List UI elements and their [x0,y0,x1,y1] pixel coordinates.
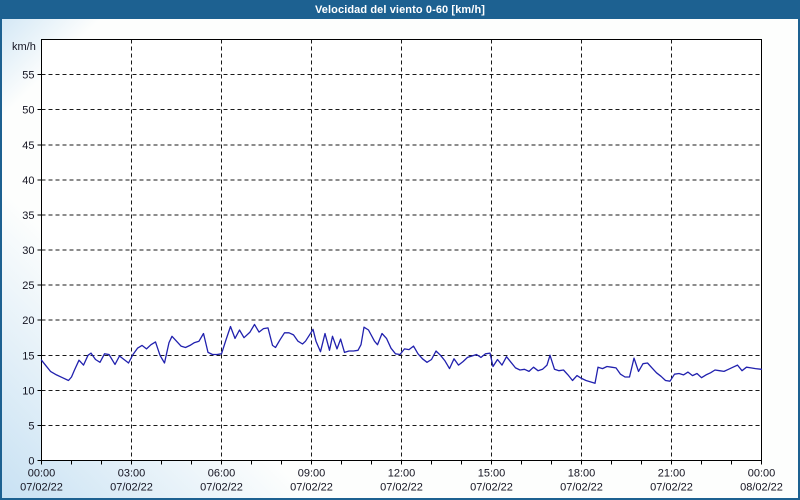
x-axis-date-label: 07/02/22 [200,482,243,494]
y-axis-tick-label: 35 [22,210,34,222]
y-axis-unit-label: km/h [12,41,36,53]
x-axis-time-label: 00:00 [28,468,56,480]
y-axis-tick-label: 40 [22,175,34,187]
chart-title: Velocidad del viento 0-60 [km/h] [314,4,486,16]
chart-title-bar: Velocidad del viento 0-60 [km/h] [2,2,798,19]
x-axis-time-label: 12:00 [388,468,416,480]
y-axis-tick-label: 55 [22,70,34,82]
x-axis-date-label: 07/02/22 [650,482,693,494]
x-axis-date-label: 07/02/22 [560,482,603,494]
x-axis-date-label: 08/02/22 [740,482,783,494]
x-axis-date-label: 07/02/22 [20,482,63,494]
x-axis-time-label: 15:00 [478,468,506,480]
x-axis-date-label: 07/02/22 [110,482,153,494]
x-axis-time-label: 18:00 [568,468,596,480]
x-axis-time-label: 00:00 [748,468,776,480]
x-axis-time-label: 03:00 [118,468,146,480]
y-axis-tick-label: 0 [28,456,34,468]
wind-speed-line [40,323,763,384]
y-axis-tick-label: 20 [22,315,34,327]
x-axis-date-label: 07/02/22 [470,482,513,494]
y-axis-tick-label: 45 [22,140,34,152]
x-axis-time-label: 21:00 [658,468,686,480]
x-axis-date-label: 07/02/22 [380,482,423,494]
x-axis-time-label: 06:00 [208,468,236,480]
y-axis-tick-label: 5 [28,420,34,432]
wind-speed-chart: 0 5 10 15 20 25 30 35 40 45 50 55 km/h 00:00 07/02/22 0… [12,39,783,494]
y-axis-tick-label: 10 [22,385,34,397]
y-axis-tick-label: 50 [22,105,34,117]
y-axis-tick-label: 15 [22,350,34,362]
chart-area: 0 5 10 15 20 25 30 35 40 45 50 55 km/h 00:00 07/02/22 0… [2,19,798,498]
x-axis-date-label: 07/02/22 [290,482,333,494]
y-axis-tick-label: 25 [22,280,34,292]
y-axis-tick-label: 30 [22,245,34,257]
x-axis-time-label: 09:00 [298,468,326,480]
